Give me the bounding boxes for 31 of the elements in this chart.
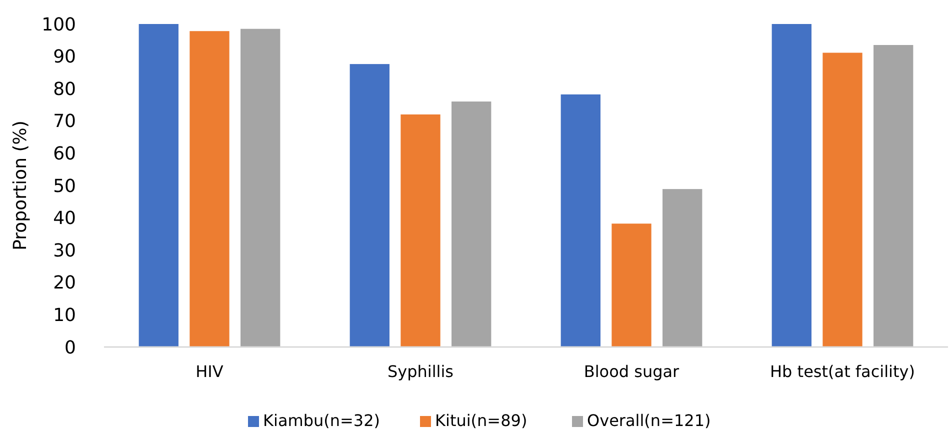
bar (874, 44, 914, 347)
bar (350, 64, 390, 347)
bar (822, 52, 862, 347)
bar (560, 94, 600, 347)
bar (612, 224, 652, 347)
x-tick-label: Syphillis (387, 362, 454, 381)
y-tick-label: 80 (53, 78, 76, 100)
legend-label: Kitui(n=89) (435, 411, 528, 430)
x-tick-label: Hb test(at facility) (770, 362, 915, 381)
bar (240, 28, 280, 347)
x-tick-label: HIV (196, 362, 224, 381)
y-tick-label: 50 (53, 176, 76, 197)
y-tick-label: 100 (42, 14, 76, 36)
bar (190, 31, 230, 347)
bar (452, 102, 492, 347)
y-tick-label: 20 (53, 272, 76, 294)
y-tick-label: 30 (53, 240, 76, 262)
bar (138, 24, 178, 347)
legend-label: Kiambu(n=32) (263, 411, 380, 430)
y-tick-label: 90 (53, 46, 76, 68)
bar (400, 114, 440, 347)
y-tick-label: 70 (53, 111, 76, 132)
y-tick-label: 40 (53, 208, 76, 230)
y-tick-label: 0 (64, 337, 76, 358)
y-tick-label: 10 (53, 305, 76, 326)
y-axis-title: Proportion (%) (10, 120, 31, 250)
bar (662, 189, 702, 347)
bar (772, 24, 812, 347)
legend-label: Overall(n=121) (587, 411, 711, 430)
x-tick-label: Blood sugar (584, 362, 680, 381)
y-tick-label: 60 (53, 144, 76, 164)
